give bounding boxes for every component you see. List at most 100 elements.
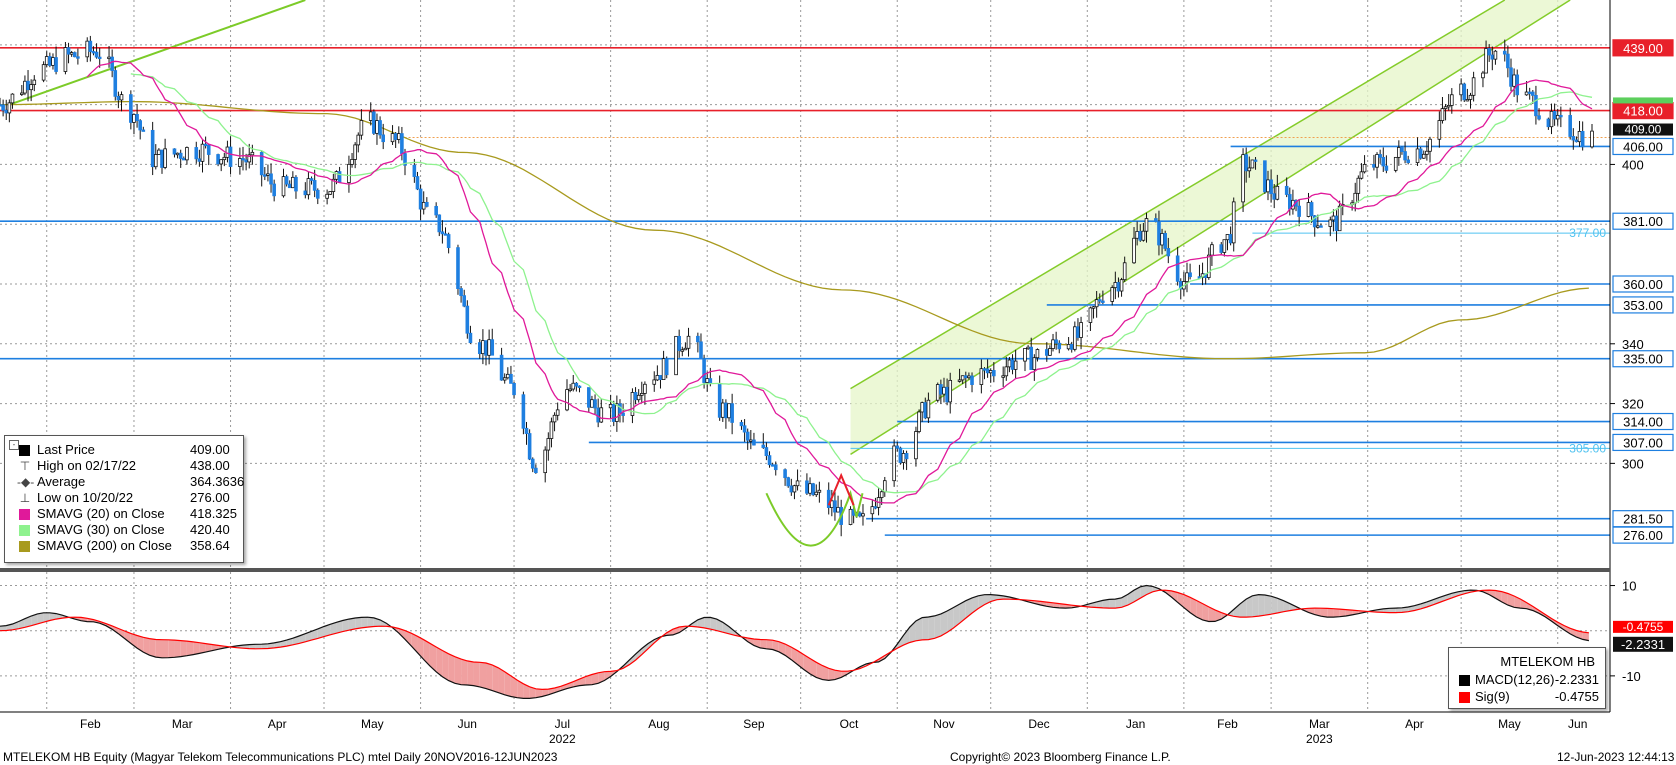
candle-body [1378,154,1382,158]
legend-swatch [19,445,30,456]
candle-body [1580,130,1585,148]
legend-row: Last Price 409.00 [5,442,241,458]
candle-body [661,358,666,380]
macd-histogram-fill [448,653,455,684]
candle-body [939,384,943,395]
macd-histogram-fill [803,654,811,674]
candle-body [1312,215,1317,228]
price-level-tag [1612,137,1674,156]
candle-body [543,449,548,474]
macd-histogram-fill [1271,596,1278,615]
legend-label: SMAVG (30) on Close [37,522,165,537]
candle-body [1160,232,1164,246]
macd-histogram-fill [940,610,948,636]
candle-body [730,403,734,423]
macd-histogram-fill [766,639,773,650]
candle-body [892,445,896,482]
macd-histogram-fill [24,616,32,628]
candle-body [375,120,379,134]
candle-body [795,480,800,487]
candle-body [599,407,604,423]
candle-body [331,178,336,192]
macd-histogram-fill [342,619,349,632]
candle-body [54,57,58,72]
macd-histogram-fill [436,646,443,677]
macd-histogram-fill [1171,590,1178,603]
macd-histogram-fill [361,617,368,628]
candle-body [359,120,364,136]
legend-collapse-icon[interactable]: - [9,440,19,450]
candle-body [702,358,706,383]
price-level-label: 406.00 [1623,139,1663,154]
candle-body [992,370,996,377]
candle-body [1534,94,1538,117]
candle-body [20,92,24,95]
macd-histogram-fill [261,643,268,649]
candle-body [1094,299,1099,308]
candle-body [418,188,423,210]
price-level-tag [1612,526,1674,544]
macd-histogram-fill [760,639,767,649]
candle-body [882,480,887,493]
candle-body [1555,114,1560,120]
candle-body [456,247,460,289]
month-label: Jun [458,717,477,731]
candle-body [490,339,495,356]
candle-body [611,403,616,422]
legend-label: Low on 10/20/22 [37,490,134,505]
candle-body [203,143,208,147]
candle-body [786,477,791,487]
candle-body [272,183,276,197]
macd-histogram-fill [816,662,823,680]
macd-histogram-fill [486,662,493,691]
macd-histogram-fill [822,665,829,681]
candle-body [443,233,448,236]
macd-histogram-fill [1096,600,1103,608]
candle-body [26,80,30,91]
macd-histogram-fill [411,633,418,653]
candle-body [720,402,725,418]
month-label: Dec [1028,717,1049,731]
low-marker-icon: ⊥ [19,491,31,505]
candle-body [247,154,252,163]
candle-body [1004,366,1009,377]
candle-body [244,159,248,163]
candle-body [1026,346,1030,350]
candle-body [1244,154,1248,172]
candle-body [1375,154,1379,168]
price-level-label: 377.00 [1569,226,1606,240]
candle-body [66,47,71,55]
macd-histogram-fill [398,628,406,640]
candle-body [664,358,669,376]
candle-body [577,385,582,389]
candle-body [988,370,993,374]
candle-body [1337,205,1342,232]
candle-body [1032,357,1037,370]
candle-body [530,458,535,469]
candle-body [381,134,386,143]
candle-body [789,485,794,493]
candle-body [1275,185,1280,200]
candle-body [425,201,429,207]
candle-body [814,491,819,496]
candlestick-series [0,35,1594,537]
price-level-tag [1612,412,1674,431]
candle-body [1527,91,1532,94]
candle-body [1247,167,1252,172]
candle-body [1334,215,1339,232]
macd-legend-label: Sig(9) [1475,689,1510,704]
macd-histogram-fill [467,660,474,686]
macd-histogram-fill [934,613,941,639]
candle-body [32,79,37,85]
candle-body [94,51,99,58]
candle-body [312,180,317,191]
candle-body [1144,218,1149,232]
signal-last-label: -0.4755 [1623,620,1664,634]
avg-marker-icon: -◆- [17,475,35,489]
candle-body [250,151,255,156]
macd-histogram-fill [137,635,144,653]
sma200-path [0,100,1589,360]
macd-histogram-fill [1507,593,1515,608]
macd-histogram-fill [1053,602,1060,608]
candle-body [1353,192,1358,204]
